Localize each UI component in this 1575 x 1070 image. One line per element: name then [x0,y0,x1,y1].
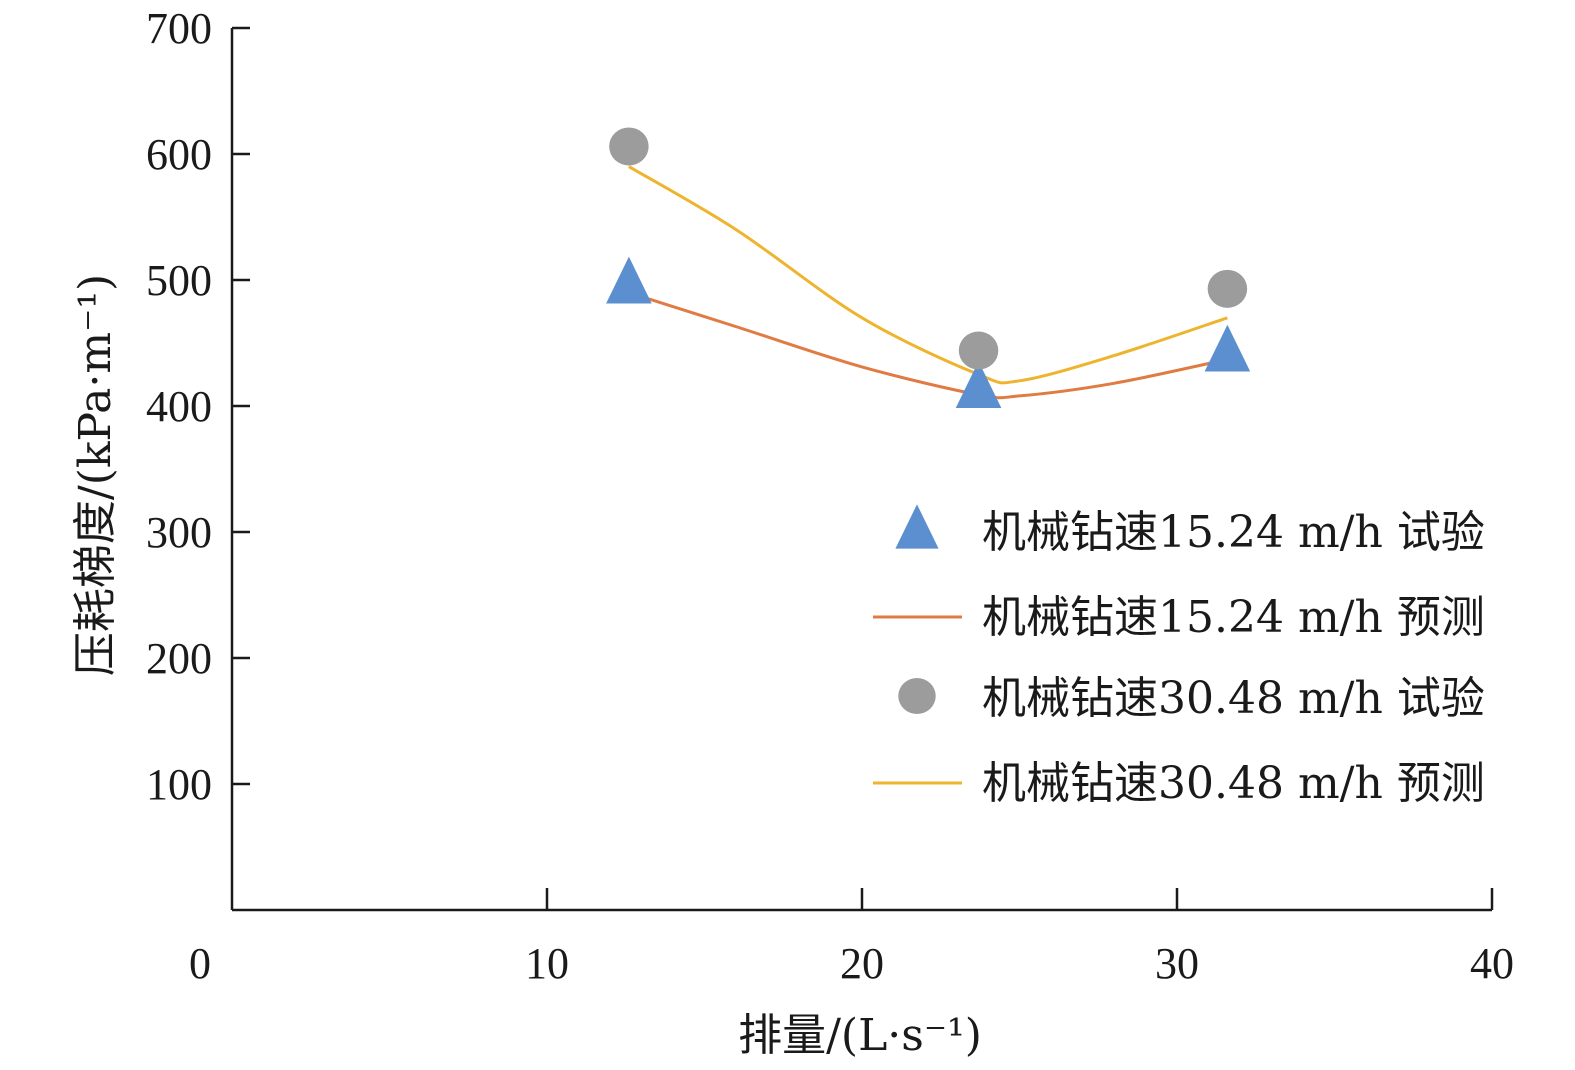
y-ticks: 100 200 300 400 500 600 700 [146,4,250,809]
series-line [628,165,1228,385]
y-tick-label: 400 [146,382,212,431]
x-tick-label: 0 [189,939,211,988]
x-tick-label: 10 [525,939,569,988]
x-axis-title: 排量/(L·s⁻¹) [738,1010,982,1061]
y-axis-title: 压耗梯度/(kPa·m⁻¹) [70,274,121,676]
y-tick-label: 300 [146,508,212,557]
x-tick-label: 20 [840,939,884,988]
y-tick-label: 500 [146,256,212,305]
y-tick-label: 700 [146,4,212,53]
legend-label: 机械钻速30.48 m/h 试验 [982,673,1485,724]
series-line [628,291,1228,400]
x-tick-label: 30 [1155,939,1199,988]
y-tick-label: 200 [146,634,212,683]
data-point-circle [958,331,999,370]
data-point-triangle [606,256,652,304]
legend-triangle-marker [895,504,939,549]
x-tick-label: 40 [1470,939,1514,988]
legend-label: 机械钻速15.24 m/h 试验 [982,507,1485,558]
data-point-triangle [955,361,1002,409]
data-point-triangle [1204,324,1251,372]
data-point-circle [1207,269,1248,308]
axes: 100 200 300 400 500 600 700 0 10 20 30 40 [146,4,1514,988]
y-tick-label: 100 [146,760,212,809]
legend-circle-marker [898,678,936,714]
data-point-circle [609,127,649,166]
x-ticks: 0 10 20 30 40 [189,888,1514,988]
legend-label: 机械钻速15.24 m/h 预测 [982,592,1485,643]
y-tick-label: 600 [146,130,212,179]
legend-label: 机械钻速30.48 m/h 预测 [982,758,1485,809]
series-layer [606,127,1251,409]
